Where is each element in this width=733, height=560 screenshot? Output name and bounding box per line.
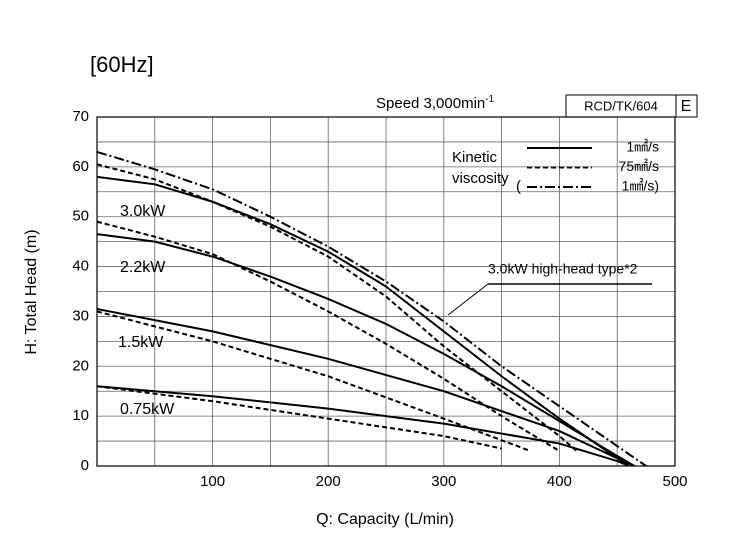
y-tick-label: 30	[72, 307, 89, 324]
x-tick-label: 100	[200, 473, 225, 490]
legend-label: 75㎟/s	[619, 158, 659, 174]
curve	[97, 385, 630, 466]
curve-label: 3.0kW	[120, 203, 166, 220]
plot-frame	[96, 116, 676, 467]
x-tick-label: 200	[316, 473, 341, 490]
code: RCD/TK/604	[584, 98, 658, 113]
curve	[97, 307, 635, 466]
y-tick-label: 60	[72, 158, 89, 175]
y-tick-label: 50	[72, 208, 89, 225]
legend-label: 1㎟/s	[626, 139, 659, 155]
y-tick-label: 0	[81, 457, 89, 474]
legend-title: viscosity	[452, 170, 509, 187]
legend-open: (	[516, 178, 521, 195]
x-tick-label: 500	[662, 473, 687, 490]
speed-sup: -1	[485, 94, 494, 105]
curve	[97, 233, 636, 466]
code-suffix-box	[675, 94, 698, 118]
y-tick-label: 10	[72, 407, 89, 424]
x-axis-label: Q: Capacity (L/min)	[316, 511, 454, 528]
curve	[97, 175, 630, 466]
curve-label: 2.2kW	[120, 259, 166, 276]
legend-title: Kinetic	[452, 149, 498, 166]
curve	[97, 385, 502, 450]
curve-label: 0.75kW	[120, 401, 175, 418]
curve	[97, 150, 647, 466]
speed: Speed 3,000min-1	[376, 94, 495, 112]
y-axis-label: H: Total Head (m)	[23, 229, 40, 354]
curve	[97, 310, 531, 452]
curve-label: 3.0kW high-head type*2	[488, 261, 638, 277]
y-tick-label: 40	[72, 258, 89, 275]
legend-label: 1㎟/s)	[622, 178, 659, 194]
curve	[97, 163, 578, 452]
chart-title: [60Hz]	[90, 52, 154, 77]
curve-label: 1.5kW	[118, 334, 164, 351]
x-tick-label: 400	[547, 473, 572, 490]
speed-text: Speed 3,000min	[376, 95, 485, 112]
leader-line	[447, 283, 489, 316]
x-tick-label: 300	[431, 473, 456, 490]
y-tick-label: 70	[72, 108, 89, 125]
code-suffix: E	[681, 98, 692, 115]
y-tick-label: 20	[72, 357, 89, 374]
